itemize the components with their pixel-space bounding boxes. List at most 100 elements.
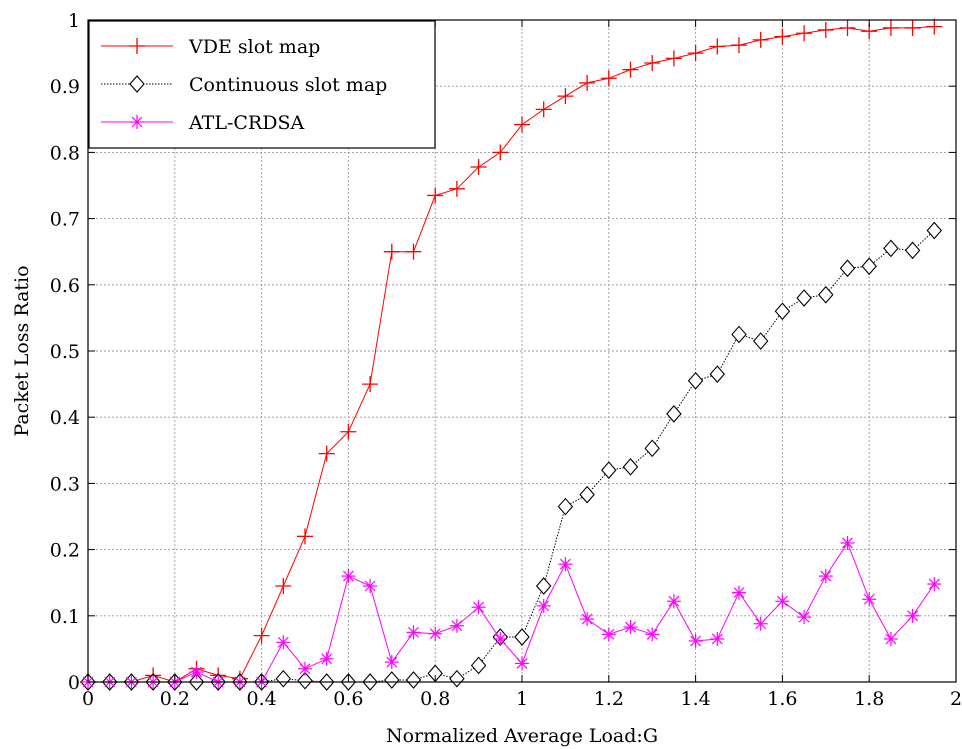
data-point-atl-crdsa [862,592,877,607]
y-tick-label: 0.1 [50,606,80,628]
data-point-continuous-slot-map [384,671,400,689]
data-point-vde-slot-map [275,578,292,595]
data-point-atl-crdsa [645,627,660,642]
data-point-vde-slot-map [665,50,682,67]
x-tick-label: 0 [82,688,94,710]
data-point-vde-slot-map [340,423,357,440]
x-tick-label: 2 [950,688,962,710]
legend-label-vde-slot-map: VDE slot map [188,36,320,58]
data-point-vde-slot-map [383,243,400,260]
x-tick-label: 1.2 [594,688,624,710]
data-point-continuous-slot-map [774,302,791,321]
legend-item-atl-crdsa: ATL-CRDSA [101,112,304,134]
data-point-atl-crdsa [580,612,595,627]
series-atl-crdsa [81,535,942,689]
y-tick-label: 0.8 [50,142,80,164]
data-point-vde-slot-map [926,18,943,35]
y-tick-label: 0 [68,672,80,694]
data-point-vde-slot-map [318,445,335,462]
series-continuous-slot-map [80,221,943,691]
data-point-atl-crdsa [428,626,443,641]
data-point-vde-slot-map [297,528,313,545]
data-point-vde-slot-map [882,19,899,36]
data-point-continuous-slot-map [644,439,660,458]
y-tick-label: 0.5 [50,341,80,363]
x-tick-label: 1.4 [680,688,710,710]
y-tick-label: 0.3 [50,473,80,495]
data-point-atl-crdsa [840,535,855,550]
data-point-continuous-slot-map [796,289,812,307]
data-point-atl-crdsa [449,618,464,633]
data-point-atl-crdsa [189,665,204,680]
data-point-vde-slot-map [427,187,444,204]
data-point-continuous-slot-map [818,285,834,304]
data-point-continuous-slot-map [883,239,899,258]
data-point-vde-slot-map [448,180,465,197]
data-point-continuous-slot-map [579,485,595,504]
data-point-atl-crdsa [558,557,573,572]
y-axis-label: Packet Loss Ratio [11,265,33,436]
data-point-atl-crdsa [797,610,812,625]
x-tick-label: 1.6 [767,688,797,710]
data-point-continuous-slot-map [752,332,769,350]
data-point-atl-crdsa [927,577,942,592]
y-tick-label: 1 [68,10,80,32]
data-point-vde-slot-map [622,61,639,78]
data-point-atl-crdsa [319,651,334,666]
data-point-vde-slot-map [796,25,813,42]
data-point-vde-slot-map [362,376,379,393]
data-point-vde-slot-map [405,243,422,260]
data-point-vde-slot-map [687,45,704,62]
data-point-atl-crdsa [753,616,768,631]
data-point-vde-slot-map [514,116,530,133]
data-point-atl-crdsa [905,608,920,623]
data-point-vde-slot-map [535,101,552,118]
data-point-continuous-slot-map [557,497,574,516]
data-point-atl-crdsa [536,598,551,613]
data-point-atl-crdsa [341,569,356,584]
data-point-continuous-slot-map [861,257,877,276]
data-point-atl-crdsa [666,594,681,609]
series-layer [80,18,943,691]
legend: VDE slot map Continuous slot map ATL-CRDSA [88,20,436,149]
y-tick-label: 0.9 [50,76,80,98]
data-point-continuous-slot-map [731,325,747,344]
legend-item-continuous-slot-map: Continuous slot map [101,74,387,96]
x-axis-label: Normalized Average Load:G [386,725,658,747]
data-point-vde-slot-map [557,88,574,105]
data-point-atl-crdsa [710,631,725,646]
data-point-continuous-slot-map [449,669,465,688]
x-tick-label: 0.6 [333,688,363,710]
data-point-vde-slot-map [839,19,856,36]
data-point-continuous-slot-map [926,221,943,240]
data-point-vde-slot-map [644,55,661,72]
data-point-atl-crdsa [688,633,703,648]
y-tick-label: 0.2 [50,540,80,562]
legend-marker-vde-slot-map [129,38,145,54]
series-line-vde-slot-map [88,26,935,683]
y-tick-label: 0.4 [50,407,80,429]
data-point-continuous-slot-map [297,671,313,690]
data-point-continuous-slot-map [622,458,639,476]
data-point-continuous-slot-map [601,461,617,479]
data-point-vde-slot-map [470,158,487,175]
legend-label-atl-crdsa: ATL-CRDSA [188,112,304,134]
x-tick-label: 0.4 [246,688,276,710]
data-point-atl-crdsa [623,620,638,635]
data-point-atl-crdsa [406,625,421,640]
data-point-continuous-slot-map [470,656,487,675]
data-point-atl-crdsa [818,569,833,584]
data-point-vde-slot-map [774,28,791,45]
data-point-vde-slot-map [492,144,509,161]
data-point-atl-crdsa [493,631,508,646]
data-point-continuous-slot-map [514,628,530,646]
data-point-vde-slot-map [752,31,769,48]
data-point-continuous-slot-map [405,671,422,689]
data-point-atl-crdsa [471,600,486,615]
data-point-atl-crdsa [601,627,616,642]
data-point-continuous-slot-map [839,259,856,278]
data-point-atl-crdsa [298,661,312,676]
data-point-atl-crdsa [883,631,898,646]
data-point-continuous-slot-map [709,365,726,384]
